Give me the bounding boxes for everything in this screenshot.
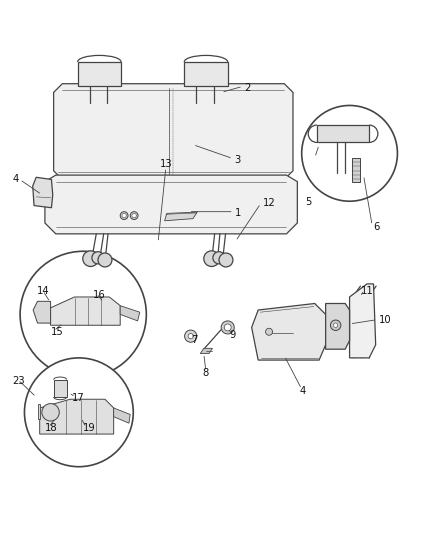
Text: 10: 10 [379,316,391,326]
Circle shape [330,320,341,330]
Bar [352,158,360,182]
Text: 13: 13 [160,159,173,169]
Text: 6: 6 [374,222,380,232]
Circle shape [188,334,193,339]
Circle shape [122,213,126,218]
Polygon shape [252,303,325,360]
Polygon shape [40,399,114,434]
Circle shape [224,324,231,331]
Polygon shape [50,297,120,325]
Circle shape [20,251,146,377]
Text: 17: 17 [72,393,85,403]
Polygon shape [350,284,376,358]
Polygon shape [114,408,130,423]
Polygon shape [200,349,212,353]
Polygon shape [45,175,297,234]
Circle shape [92,252,104,264]
Circle shape [204,251,219,266]
Text: 23: 23 [13,376,25,385]
Text: 4: 4 [300,386,306,396]
Polygon shape [184,62,228,86]
Text: 2: 2 [244,83,251,93]
Text: 7: 7 [191,335,197,345]
Polygon shape [33,177,53,208]
Polygon shape [317,125,369,142]
Text: 15: 15 [50,327,64,337]
Text: 11: 11 [361,286,374,296]
Text: 12: 12 [262,198,275,208]
Text: 18: 18 [45,423,57,433]
Text: 14: 14 [37,286,49,296]
Polygon shape [33,301,50,323]
Text: 8: 8 [202,368,209,378]
Circle shape [130,212,138,220]
Circle shape [333,323,338,327]
Circle shape [219,253,233,267]
Circle shape [221,321,234,334]
Text: 16: 16 [93,290,106,300]
Polygon shape [53,84,293,180]
Text: 19: 19 [83,423,95,433]
Polygon shape [325,303,350,349]
Text: 1: 1 [235,208,241,218]
Polygon shape [53,379,67,397]
Polygon shape [165,212,197,221]
Circle shape [83,251,99,266]
Polygon shape [78,62,121,86]
Text: 5: 5 [305,197,311,207]
Circle shape [132,213,136,218]
Circle shape [302,106,397,201]
Text: 3: 3 [234,155,240,165]
Circle shape [120,212,128,220]
Polygon shape [38,403,40,419]
Circle shape [213,252,225,264]
Circle shape [265,328,272,335]
Text: 9: 9 [229,330,235,340]
Circle shape [98,253,112,267]
Text: 4: 4 [13,174,19,184]
Circle shape [185,330,197,342]
Polygon shape [120,305,140,321]
Circle shape [25,358,133,467]
Circle shape [42,403,59,421]
